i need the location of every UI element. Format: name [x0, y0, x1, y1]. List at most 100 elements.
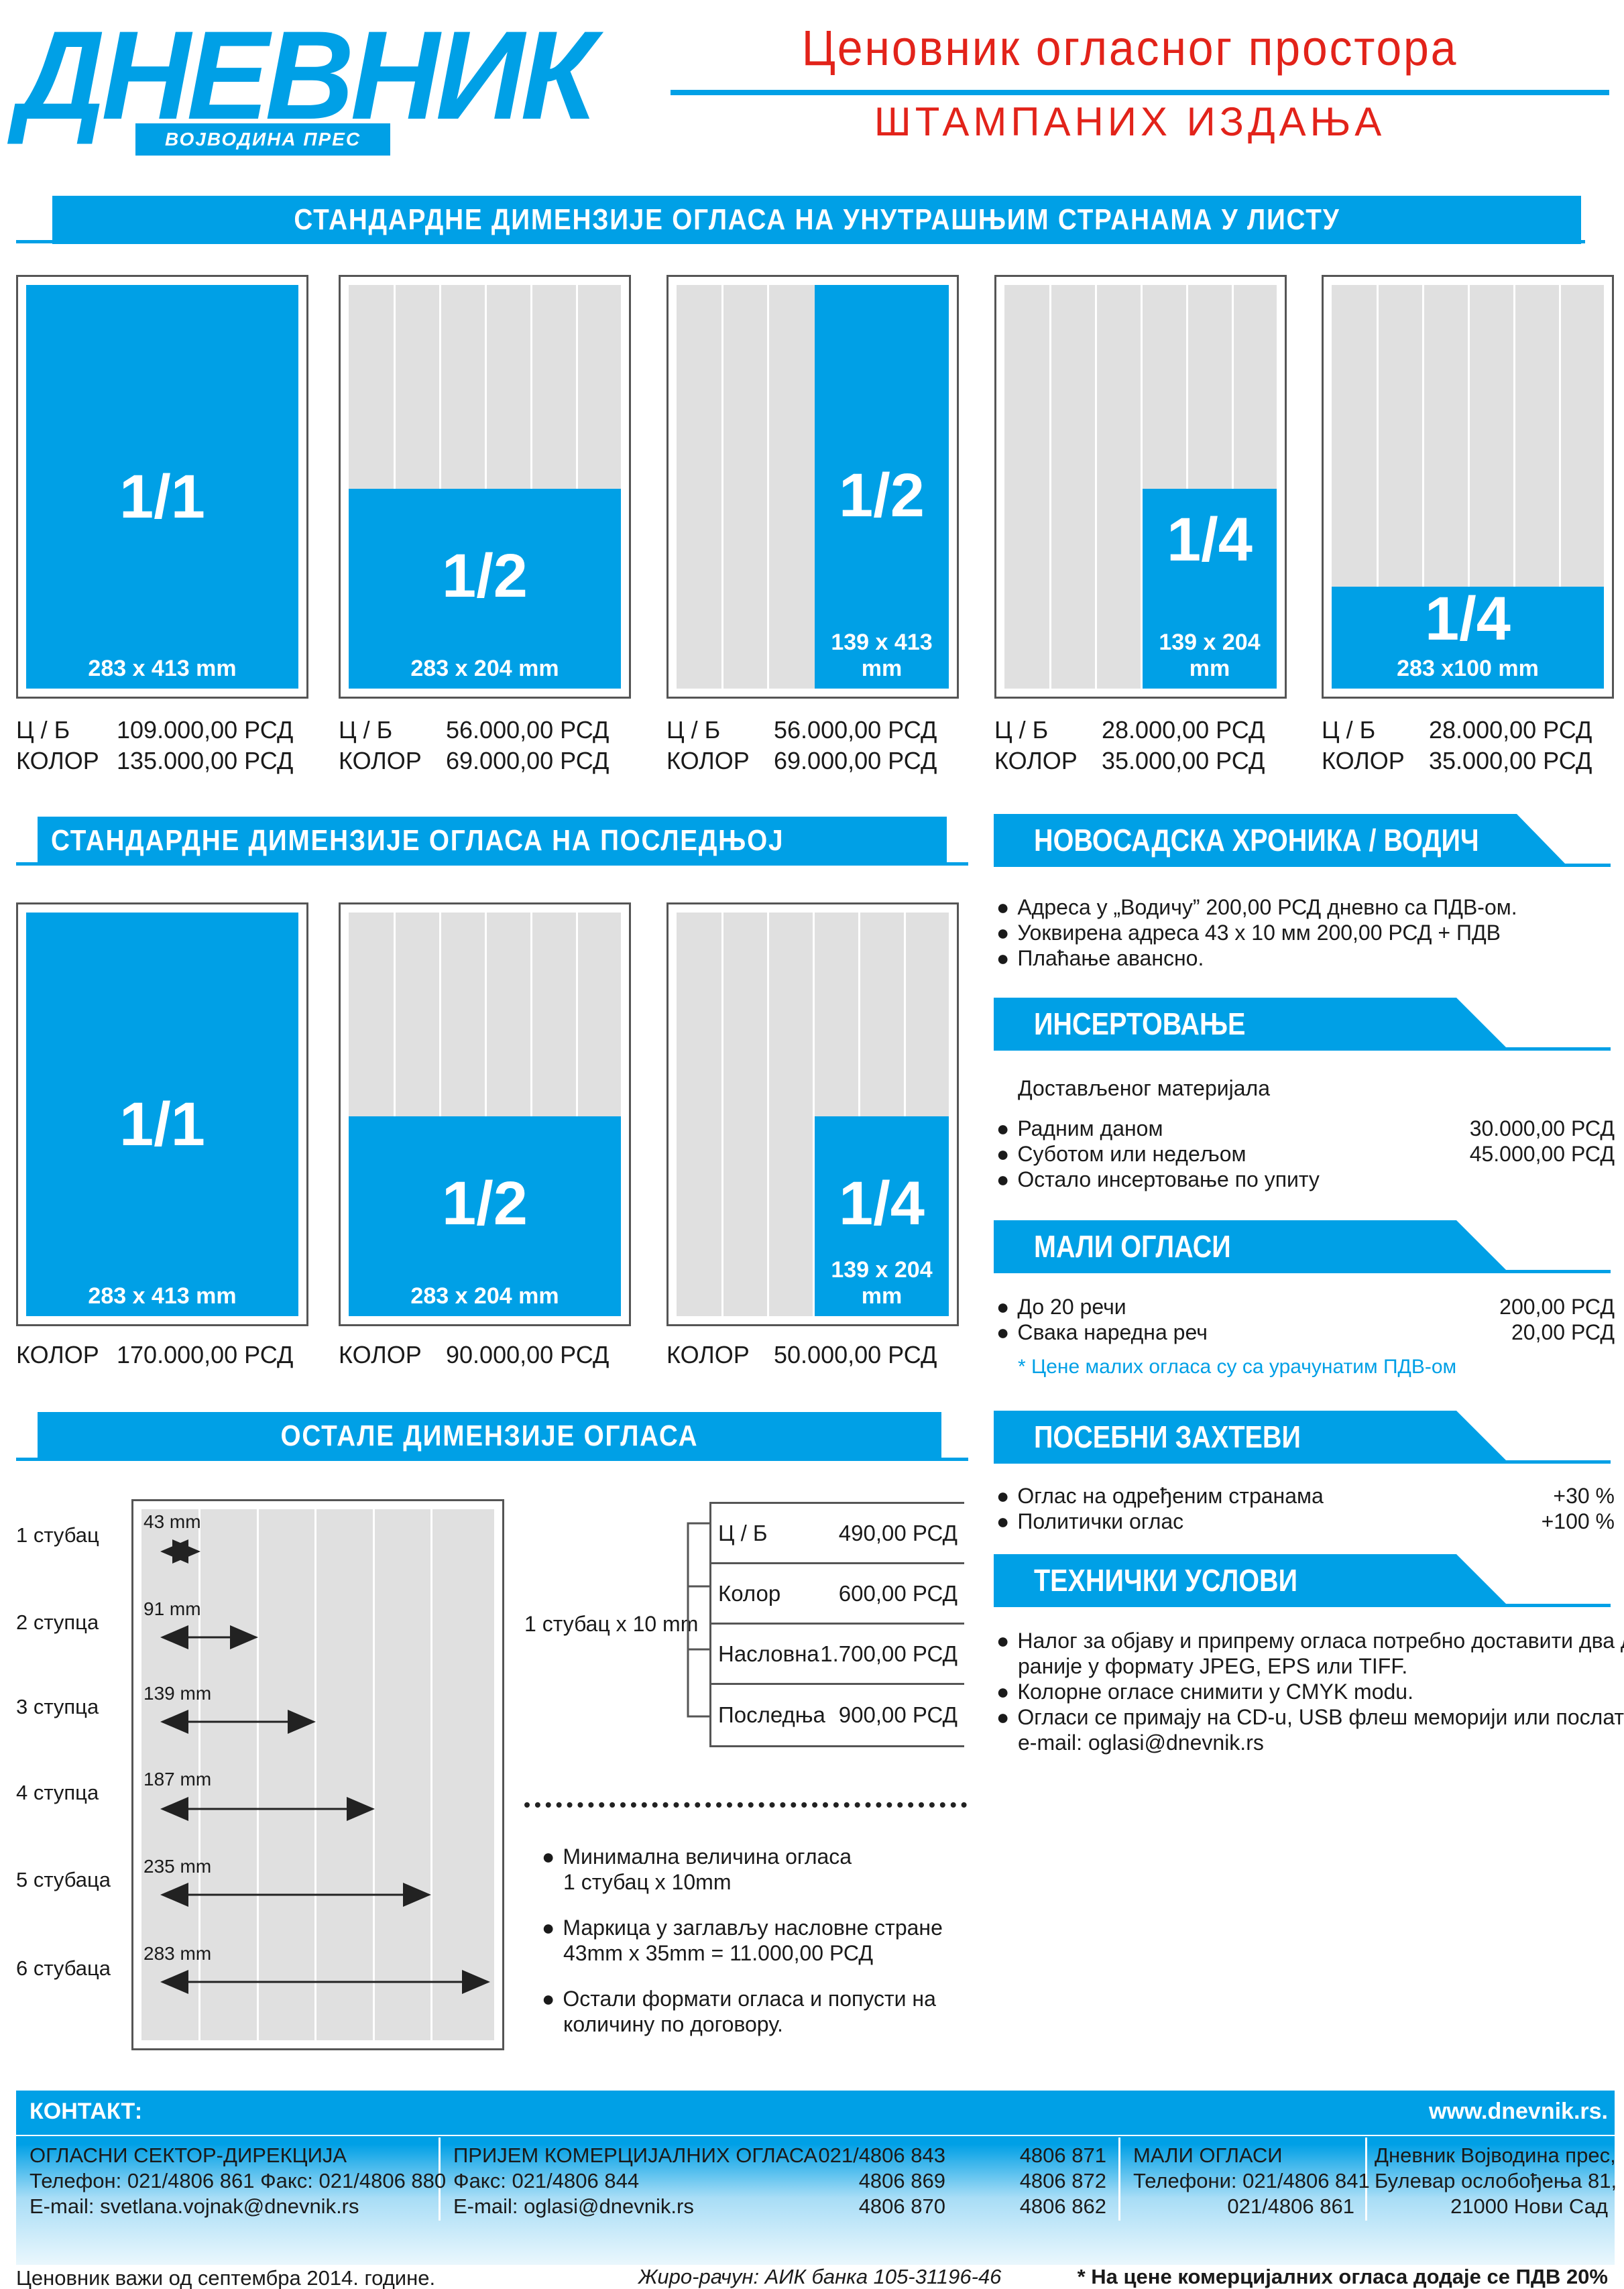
width-arrows [160, 1539, 490, 1994]
ad-dimensions: 283 x 413 mm [88, 1283, 237, 1309]
tehnicki-banner [994, 1554, 1506, 1604]
ad-frame-quarter-strip: 1/4 283 x100 mm [1322, 275, 1614, 699]
novosadska-rule [994, 864, 1611, 867]
col-label-5: 5 стубаца [16, 1868, 111, 1891]
posebni-heading: ПОСЕБНИ ЗАХТЕВИ [1034, 1419, 1301, 1454]
insert-heading: ИНСЕРТОВАЊЕ [1034, 1006, 1246, 1041]
last-price-2: КОЛОР 90.000,00 РСД [339, 1341, 610, 1368]
mali-rule [994, 1270, 1611, 1273]
col-label-2: 2 ступца [16, 1610, 99, 1634]
ad-fraction: 1/1 [119, 463, 205, 531]
contact-divider [1365, 2137, 1367, 2221]
dnevnik-logo: ДНЕВНИК ВОЈВОДИНА ПРЕС [16, 12, 597, 156]
contact-divider [439, 2137, 441, 2221]
col-label-1: 1 стубац [16, 1523, 99, 1547]
page-subtitle: ШТАМПАНИХ ИЗДАЊА [874, 99, 1386, 144]
bank-account: Жиро-рачун: АИК банка 105-31196-46 [638, 2265, 1002, 2288]
unit-label: 1 стубац x 10 mm [524, 1612, 699, 1636]
contact-address: Дневник Војводина прес, Булевар ослобођењ… [1375, 2144, 1617, 2218]
validity-note: Ценовник важи од септембра 2014. године. [16, 2266, 436, 2289]
ad-dimensions: 139 x 204 mm [831, 1257, 933, 1309]
last-frame-quarter: 1/4 139 x 204 mm [666, 902, 959, 1326]
mm-label-5: 235 mm [143, 1856, 212, 1877]
ad-fraction: 1/2 [442, 542, 528, 610]
mm-label-6: 283 mm [143, 1943, 212, 1964]
price-block-1: Ц / Б 109.000,00 РСД КОЛОР 135.000,00 РСД [16, 716, 294, 774]
other-dims-rule [16, 1458, 968, 1461]
table-row: Насловна 1.700,00 РСД [711, 1625, 964, 1685]
notes-list: Минимална величина огласа 1 стубац x 10m… [542, 1844, 958, 2037]
insert-banner [994, 998, 1506, 1047]
last-price-1: КОЛОР 170.000,00 РСД [16, 1341, 294, 1368]
table-row: Последња 900,00 РСД [718, 1702, 958, 1727]
contact-phones-b: 4806 871 4806 872 4806 862 [1019, 2144, 1106, 2218]
logo-subtitle: ВОЈВОДИНА ПРЕС [135, 123, 390, 156]
table-row: Ц / Б 490,00 РСД [711, 1504, 964, 1564]
mali-note: * Цене малих огласа су са урачунатим ПДВ… [1018, 1356, 1457, 1378]
dotted-separator [524, 1802, 967, 1808]
price-block-2: Ц / Б 56.000,00 РСД КОЛОР 69.000,00 РСД [339, 716, 610, 774]
novosadska-list: Адреса у „Водичу” 200,00 РСД дневно са П… [996, 894, 1607, 971]
contact-rule [16, 2135, 1615, 2136]
col-label-3: 3 ступца [16, 1695, 99, 1718]
ad-fraction: 1/4 [1167, 506, 1253, 574]
novosadska-banner [994, 814, 1565, 864]
ad-fraction: 1/4 [1425, 585, 1511, 653]
ad-dimensions: 139 x 413 mm [831, 630, 933, 681]
posebni-rule [994, 1460, 1611, 1464]
last-page-rule [16, 862, 968, 866]
contact-heading: КОНТАКТ: [30, 2099, 143, 2124]
mm-label-4: 187 mm [143, 1769, 212, 1789]
posebni-list: Оглас на одређеним странама+30 % Политич… [996, 1483, 1615, 1534]
tehnicki-list: Налог за објаву и припрему огласа потреб… [996, 1628, 1624, 1755]
last-frame-half: 1/2 283 x 204 mm [339, 902, 631, 1326]
col-label-6: 6 стубаца [16, 1956, 111, 1980]
column-diagram [131, 1499, 504, 2050]
insert-rule [994, 1047, 1611, 1051]
price-block-5: Ц / Б 28.000,00 РСД КОЛОР 35.000,00 РСД [1322, 716, 1592, 774]
col-label-4: 4 ступца [16, 1781, 99, 1804]
contact-commercial: ПРИЈЕМ КОМЕРЦИЈАЛНИХ ОГЛАСА Факс: 021/480… [453, 2144, 818, 2218]
price-block-3: Ц / Б 56.000,00 РСД КОЛОР 69.000,00 РСД [666, 716, 937, 774]
mm-label-1: 43 mm [143, 1511, 201, 1532]
ad-fraction: 1/4 [839, 1169, 925, 1238]
price-table: Ц / Б 490,00 РСД Колор 600,00 РСД Насловна… [709, 1502, 964, 1747]
ad-fraction: 1/2 [839, 461, 925, 530]
ad-dimensions: 139 x 204 mm [1159, 630, 1261, 681]
inner-pages-heading: СТАНДАРДНЕ ДИМЕНЗИЈЕ ОГЛАСА НА УНУТРАШЊИ… [52, 196, 1581, 244]
tehnicki-rule [994, 1604, 1611, 1607]
ad-frame-quarter-block: 1/4 139 x 204 mm [994, 275, 1287, 699]
last-price-3: КОЛОР 50.000,00 РСД [666, 1341, 937, 1368]
novosadska-heading: НОВОСАДСКА ХРОНИКА / ВОДИЧ [1034, 823, 1479, 858]
ad-dimensions: 283 x 413 mm [88, 656, 237, 681]
last-page-heading: СТАНДАРДНЕ ДИМЕНЗИЈЕ ОГЛАСА НА ПОСЛЕДЊОЈ… [38, 817, 947, 905]
mm-label-3: 139 mm [143, 1683, 212, 1704]
ad-dimensions: 283 x 204 mm [410, 1283, 559, 1309]
table-bracket [687, 1522, 709, 1718]
ad-frame-half-vertical: 1/2 139 x 413 mm [666, 275, 959, 699]
ad-frame-full-page: 1/1 283 x 413 mm [16, 275, 308, 699]
price-block-4: Ц / Б 28.000,00 РСД КОЛОР 35.000,00 РСД [994, 716, 1265, 774]
ad-dimensions: 283 x 204 mm [410, 656, 559, 681]
ad-fraction: 1/1 [119, 1090, 205, 1159]
title-rule [671, 90, 1609, 95]
contact-phones-a: 021/4806 843 4806 869 4806 870 [818, 2144, 945, 2218]
tehnicki-heading: ТЕХНИЧКИ УСЛОВИ [1034, 1563, 1298, 1598]
posebni-banner [994, 1411, 1506, 1460]
mali-banner [994, 1220, 1506, 1270]
last-frame-full-page: 1/1 283 x 413 mm [16, 902, 308, 1326]
contact-panel [16, 2091, 1615, 2265]
contact-divider [1118, 2137, 1120, 2221]
vat-note: * На цене комерцијалних огласа додаје се… [1077, 2265, 1608, 2288]
inner-pages-rule [16, 240, 1585, 243]
page-title: Ценовник огласног простора [801, 20, 1458, 76]
mm-label-2: 91 mm [143, 1598, 201, 1619]
mali-heading: МАЛИ ОГЛАСИ [1034, 1229, 1231, 1264]
ad-frame-half-horizontal: 1/2 283 x 204 mm [339, 275, 631, 699]
ad-dimensions: 283 x100 mm [1397, 656, 1539, 681]
contact-small-ads: МАЛИ ОГЛАСИ Телефони: 021/4806 841 021/480… [1133, 2144, 1370, 2218]
contact-website[interactable]: www.dnevnik.rs. [1428, 2099, 1608, 2124]
contact-directorate: ОГЛАСНИ СЕКТОР-ДИРЕКЦИЈА Телефон: 021/480… [30, 2144, 447, 2218]
